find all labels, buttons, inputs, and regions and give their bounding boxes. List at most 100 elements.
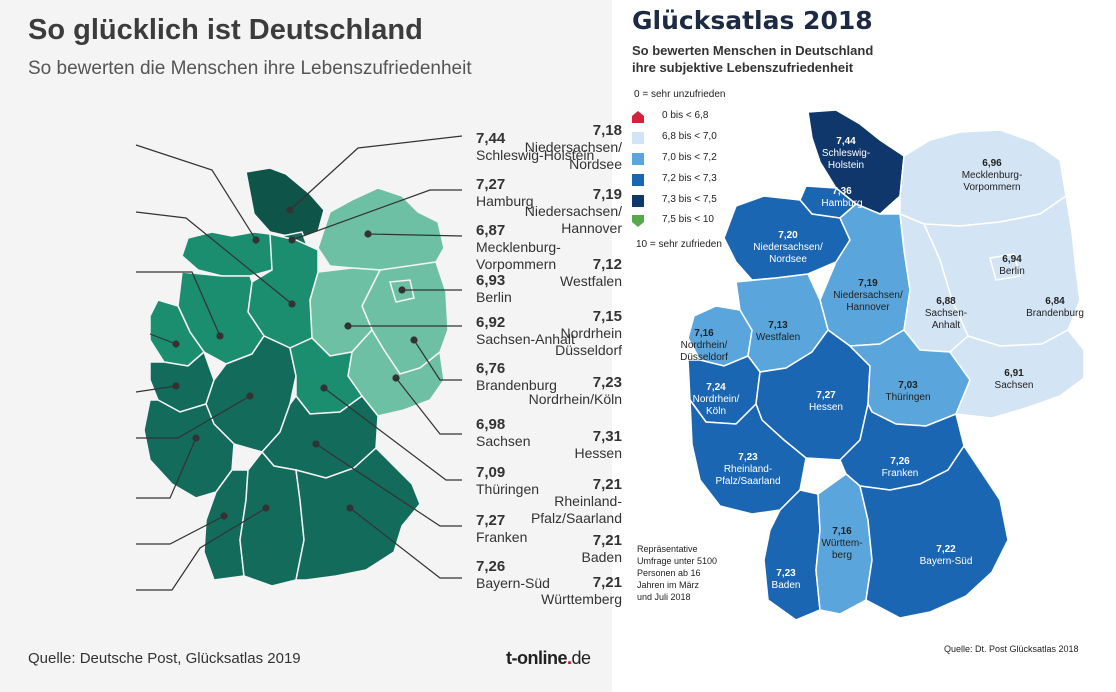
legend-item: 7,0 bis < 7,2 [632, 152, 762, 166]
rmap-bayern-sued [859, 444, 1009, 619]
survey-note: Repräsentative Umfrage unter 5100 Person… [637, 543, 717, 603]
legend-label: 7,0 bis < 7,2 [662, 152, 717, 163]
rmap-schleswig-holstein [807, 109, 905, 215]
right-source: Quelle: Dt. Post Glücksatlas 2018 [944, 644, 1079, 654]
legend-item: 7,5 bis < 10 [632, 214, 762, 228]
label-value: 7,21 [592, 574, 622, 591]
rlabel-name: Mecklenburg- Vorpommern [961, 170, 1023, 193]
leader-baden [136, 515, 225, 545]
leader-rheinland [136, 437, 197, 499]
dot-brandenburg [410, 336, 418, 344]
rlabel-value: 7,23 [738, 452, 758, 463]
rlabel-value: 7,13 [768, 320, 788, 331]
right-subtitle-line2: ihre subjektive Lebenszufriedenheit [632, 60, 854, 75]
rlabel-hessen: 7,27 Hessen [800, 390, 852, 414]
label-name: Sachsen-Anhalt [476, 331, 575, 347]
left-map [143, 167, 449, 587]
right-subtitle: So bewerten Menschen in Deutschland ihre… [632, 42, 873, 76]
label-name: Franken [476, 529, 528, 545]
dot-franken [312, 440, 320, 448]
rlabel-name: Württem- berg [821, 538, 863, 561]
label-brandenburg: 6,76 Brandenburg [476, 360, 610, 394]
label-value: 7,12 [592, 256, 622, 273]
dot-rheinland [192, 434, 200, 442]
label-value: 7,15 [592, 308, 622, 325]
note-line: und Juli 2018 [637, 592, 691, 602]
rlabel-value: 6,94 [1002, 254, 1022, 265]
label-rheinland-pfalz-saarland: 7,21 Rheinland- Pfalz/Saarland [492, 476, 622, 527]
rlabel-value: 6,84 [1045, 296, 1065, 307]
rlabel-name: Westfalen [755, 332, 801, 343]
label-value: 7,18 [592, 122, 622, 139]
left-subtitle: So bewerten die Menschen ihre Lebenszufr… [28, 58, 472, 79]
label-sachsen-anhalt: 6,92 Sachsen-Anhalt [476, 314, 610, 348]
legend-swatch-red [632, 111, 644, 123]
rlabel-name: Brandenburg [1026, 308, 1084, 319]
rmap-rheinland-pfalz [689, 397, 807, 515]
label-name: Bayern-Süd [476, 575, 550, 591]
dot-bayern [346, 504, 354, 512]
dot-hamburg [288, 236, 296, 244]
label-value: 6,76 [476, 360, 506, 377]
rlabel-niedersachsen-hannover: 7,19 Niedersachsen/ Hannover [820, 278, 916, 314]
legend-item: 7,2 bis < 7,3 [632, 173, 762, 187]
rmap-berlin [989, 253, 1021, 281]
rlabel-name: Schleswig- Holstein [821, 148, 871, 171]
legend-item: 0 bis < 6,8 [632, 110, 762, 124]
dot-sh [286, 206, 294, 214]
rlabel-sachsen-anhalt: 6,88 Sachsen- Anhalt [914, 296, 978, 332]
leader-bayern [349, 507, 462, 579]
dot-thueringen [320, 384, 328, 392]
rlabel-baden: 7,23 Baden [762, 568, 810, 592]
label-value: 7,44 [476, 130, 506, 147]
rlabel-berlin: 6,94 Berlin [984, 254, 1040, 278]
brand-logo[interactable]: t-online.de [506, 648, 591, 669]
dot-berlin [398, 286, 406, 294]
rlabel-value: 7,23 [776, 568, 796, 579]
dot-hessen [246, 392, 254, 400]
dot-sachsen [392, 374, 400, 382]
legend-item: 7,3 bis < 7,5 [632, 194, 762, 208]
label-value: 7,31 [592, 428, 622, 445]
note-line: Umfrage unter 5100 [637, 556, 718, 566]
dot-baden [220, 512, 228, 520]
rlabel-value: 7,19 [858, 278, 878, 289]
leader-hessen [136, 395, 251, 439]
label-value: 6,93 [476, 272, 506, 289]
label-thueringen: 7,09 Thüringen [476, 464, 610, 498]
rlabel-value: 7,16 [832, 526, 852, 537]
brand-dot: . [567, 648, 572, 668]
label-hamburg: 7,27 Hamburg [476, 176, 610, 210]
label-hessen: 7,31 Hessen [492, 428, 622, 462]
label-name: Nordrhein/Köln [528, 391, 622, 407]
label-name: Westfalen [560, 273, 622, 289]
right-subtitle-line1: So bewerten Menschen in Deutschland [632, 43, 874, 58]
dot-sachsen-anhalt [344, 322, 352, 330]
dot-wuerttemberg [262, 504, 270, 512]
label-name: Schleswig-Holstein [476, 147, 595, 163]
dot-nordsee [252, 236, 260, 244]
label-niedersachsen-nordsee: 7,18 Niedersachsen/ Nordsee [492, 122, 622, 173]
rlabel-name: Hamburg [821, 198, 863, 209]
rlabel-westfalen: 7,13 Westfalen [746, 320, 810, 344]
label-westfalen: 7,12 Westfalen [492, 256, 622, 290]
legend-swatch-green [632, 215, 644, 227]
legend-label: 7,2 bis < 7,3 [662, 173, 717, 184]
region-schleswig-holstein [245, 167, 325, 239]
rlabel-value: 7,44 [836, 136, 856, 147]
label-value: 7,23 [592, 374, 622, 391]
dot-westfalen [216, 332, 224, 340]
label-name: Württemberg [541, 591, 622, 607]
label-name: Mecklenburg- Vorpommern [476, 239, 561, 272]
label-name: Berlin [476, 289, 512, 305]
label-name: Sachsen [476, 433, 531, 449]
leader-duesseldorf [149, 333, 177, 345]
rlabel-value: 7,03 [898, 380, 918, 391]
rlabel-value: 7,20 [778, 230, 798, 241]
leader-hamburg [291, 189, 462, 241]
label-name: Rheinland- Pfalz/Saarland [530, 493, 622, 526]
rlabel-name: Niedersachsen/ Nordsee [753, 242, 823, 265]
rlabel-schleswig-holstein: 7,44 Schleswig- Holstein [816, 136, 876, 172]
rlabel-name: Nordrhein/ Düsseldorf [680, 340, 728, 363]
